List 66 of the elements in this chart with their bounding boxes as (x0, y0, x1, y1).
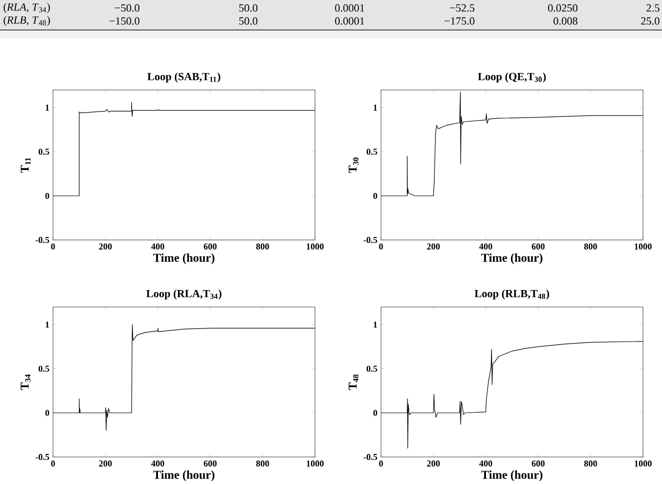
text: (RLB, T$_{48}$) (4, 16, 50, 26)
x-tick-label: 1000 (634, 460, 652, 467)
text: 50.0 (239, 17, 258, 25)
x-axis-title: Time (hour) (153, 470, 214, 482)
x-tick-label: 600 (204, 243, 217, 250)
x-tick-label: 0 (379, 460, 383, 467)
y-axis-title: T$_{48}$ (348, 374, 358, 390)
y-axis-title: T$_{34}$ (20, 374, 30, 390)
x-tick-label: 200 (427, 460, 440, 467)
y-tick-label: 0 (45, 192, 50, 199)
y-tick-label: 1 (374, 104, 378, 111)
x-tick-label: 0 (51, 460, 55, 467)
text: 2.5 (646, 4, 660, 12)
x-tick-label: 800 (256, 243, 269, 250)
text: −52.5 (450, 4, 474, 12)
x-tick-label: 200 (99, 243, 112, 250)
x-tick-label: 1000 (634, 243, 652, 250)
y-tick-label: 1 (46, 104, 50, 111)
chart-title: Loop (QE,T$_{30}$) (478, 72, 546, 82)
text: 0.0001 (335, 4, 364, 12)
x-tick-label: 1000 (306, 243, 324, 250)
y-tick-label: -0.5 (364, 236, 378, 244)
x-tick-label: 800 (584, 243, 597, 250)
chart-title: Loop (RLA,T$_{34}$) (146, 290, 222, 300)
x-tick-label: 200 (427, 243, 440, 250)
x-tick-label: 600 (532, 460, 545, 467)
y-tick-label: -0.5 (36, 236, 50, 244)
x-tick-label: 0 (51, 243, 55, 250)
text: −175.0 (444, 17, 474, 25)
y-tick-label: -0.5 (36, 454, 50, 460)
x-tick-label: 800 (256, 460, 269, 467)
x-tick-label: 1000 (306, 460, 324, 467)
y-tick-label: 1 (46, 322, 50, 328)
y-tick-label: 0.5 (366, 148, 378, 155)
chart-title: Loop (RLB,T$_{48}$) (474, 290, 550, 300)
y-tick-label: 0.5 (38, 148, 50, 155)
y-tick-label: 1 (374, 322, 378, 328)
y-tick-label: -0.5 (364, 454, 378, 460)
y-tick-label: 0.5 (366, 366, 378, 372)
x-tick-label: 200 (99, 460, 112, 467)
x-tick-label: 400 (479, 243, 492, 250)
text: (RLA, T$_{34}$) (4, 3, 50, 13)
text: 0.008 (554, 17, 578, 25)
x-tick-label: 400 (151, 460, 164, 467)
x-axis-title: Time (hour) (481, 253, 542, 264)
text: −50.0 (114, 4, 140, 12)
x-axis-title: Time (hour) (153, 253, 214, 264)
y-tick-label: 0 (373, 192, 378, 199)
x-axis-title: Time (hour) (481, 470, 542, 482)
y-tick-label: 0 (45, 410, 50, 416)
y-tick-label: 0.5 (38, 366, 50, 372)
x-tick-label: 400 (479, 460, 492, 467)
x-tick-label: 400 (151, 243, 164, 250)
text: 0.0250 (548, 4, 578, 12)
text: 0.0001 (335, 17, 364, 25)
x-tick-label: 800 (584, 460, 597, 467)
chart-title: Loop (SAB,T$_{11}$) (147, 72, 220, 82)
x-tick-label: 600 (204, 460, 217, 467)
x-tick-label: 0 (379, 243, 383, 250)
x-tick-label: 600 (532, 243, 545, 250)
y-axis-title: T$_{30}$ (348, 158, 358, 174)
text: −150.0 (110, 17, 140, 25)
text: 50.0 (239, 4, 258, 12)
y-tick-label: 0 (373, 410, 378, 416)
y-axis-title: T$_{11}$ (20, 158, 30, 173)
text: 25.0 (641, 17, 660, 25)
